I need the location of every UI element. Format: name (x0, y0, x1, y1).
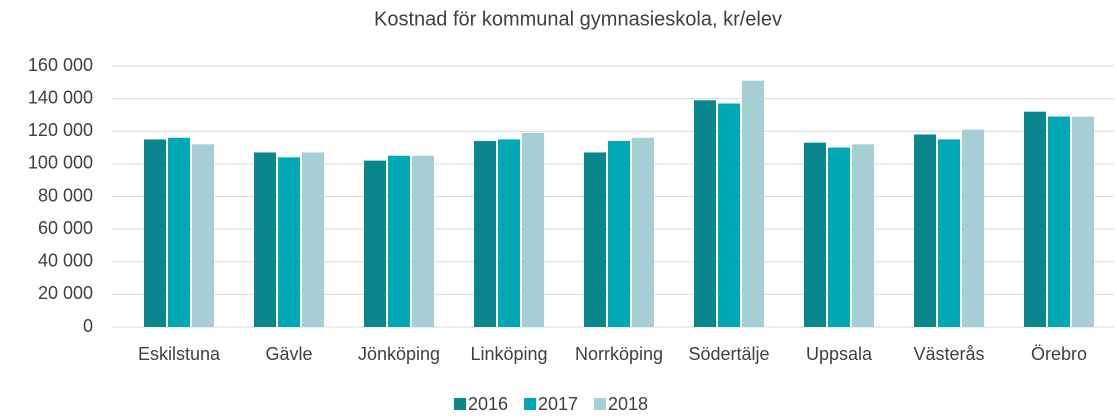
y-tick-label: 60 000 (38, 218, 93, 238)
legend-label: 2016 (468, 394, 508, 414)
bar (522, 132, 544, 327)
y-tick-label: 0 (83, 316, 93, 336)
bar (302, 152, 324, 327)
legend-label: 2018 (608, 394, 648, 414)
bar (914, 134, 936, 327)
bar (742, 80, 764, 328)
y-tick-label: 160 000 (28, 55, 93, 75)
bar (144, 139, 166, 327)
bar (254, 152, 276, 327)
bar (474, 141, 496, 327)
x-tick-label: Linköping (470, 344, 547, 364)
bar (694, 100, 716, 327)
x-tick-label: Uppsala (806, 344, 873, 364)
x-tick-label: Södertälje (688, 344, 769, 364)
bar (168, 137, 190, 327)
y-tick-label: 40 000 (38, 251, 93, 271)
bar (498, 139, 520, 327)
bar (364, 160, 386, 327)
x-tick-label: Jönköping (358, 344, 440, 364)
bar (962, 129, 984, 327)
bar (278, 157, 300, 327)
x-tick-label: Norrköping (575, 344, 663, 364)
x-tick-label: Västerås (913, 344, 984, 364)
bar (1072, 116, 1094, 327)
bar (828, 147, 850, 327)
legend-swatch (594, 398, 606, 410)
bar (1024, 111, 1046, 327)
chart-title: Kostnad för kommunal gymnasieskola, kr/e… (374, 8, 782, 30)
bar (804, 142, 826, 327)
y-tick-label: 20 000 (38, 283, 93, 303)
legend-swatch (524, 398, 536, 410)
bar (938, 139, 960, 327)
bar (632, 137, 654, 327)
y-tick-label: 140 000 (28, 87, 93, 107)
x-tick-label: Örebro (1031, 344, 1087, 364)
x-tick-label: Gävle (265, 344, 312, 364)
bar (852, 144, 874, 327)
bar (192, 144, 214, 327)
y-tick-label: 120 000 (28, 120, 93, 140)
bar (608, 141, 630, 327)
bar (584, 152, 606, 327)
bar (412, 155, 434, 327)
x-tick-label: Eskilstuna (138, 344, 221, 364)
bar (388, 155, 410, 327)
y-tick-label: 100 000 (28, 153, 93, 173)
legend-label: 2017 (538, 394, 578, 414)
legend-swatch (454, 398, 466, 410)
y-tick-label: 80 000 (38, 185, 93, 205)
bar (1048, 116, 1070, 327)
bar (718, 103, 740, 327)
